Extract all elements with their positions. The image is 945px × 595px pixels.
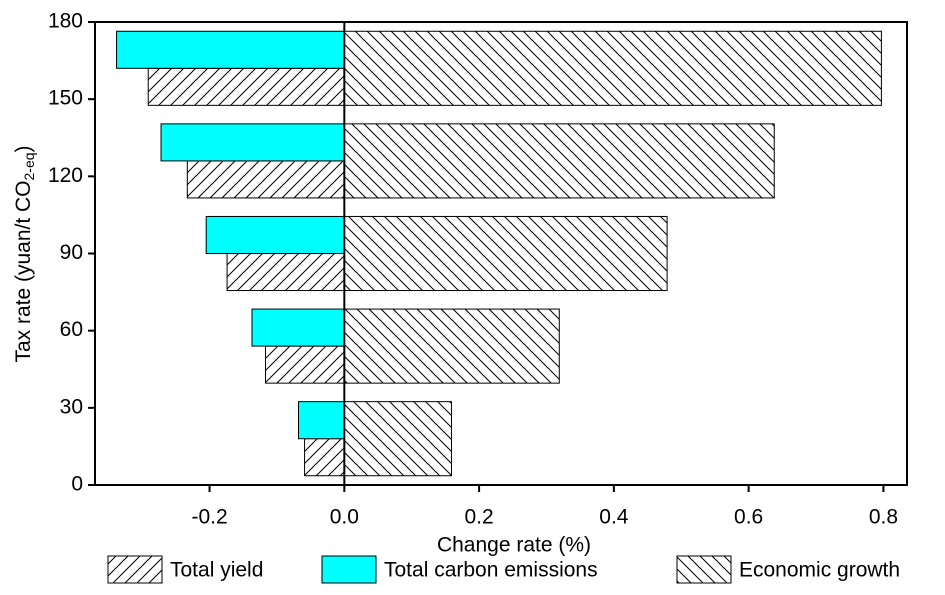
bar [343,215,668,292]
bar [264,345,345,384]
bar [160,123,345,162]
bar [186,160,345,199]
x-tick-label: 0.4 [599,506,629,529]
bar [343,30,882,106]
bar [343,401,452,477]
y-tick-label: 90 [60,241,83,264]
y-tick-label: 0 [71,473,83,496]
bar [251,308,345,347]
y-tick-label: 150 [48,87,83,110]
x-axis-label: Change rate (%) [437,534,591,557]
legend-swatch [107,555,163,584]
bar [226,253,345,292]
legend-swatch [676,555,732,584]
legend-swatch [321,555,377,584]
y-tick-label: 120 [48,164,83,187]
legend-label: Economic growth [739,559,900,582]
y-tick-label: 180 [48,10,83,33]
x-tick-label: 0.0 [330,506,359,529]
y-tick-label: 30 [60,395,83,418]
x-tick-label: 0.6 [734,506,763,529]
y-label-main: Tax rate (yuan/t CO [12,180,35,362]
legend-label: Total yield [170,559,263,582]
bar [205,215,345,255]
x-tick-label: -0.2 [191,506,227,529]
x-tick-label: 0.8 [869,506,898,529]
bar [343,308,560,384]
bar [298,401,345,440]
y-tick-label: 60 [60,318,83,341]
y-label-end: ) [12,145,35,152]
legend-label: Total carbon emissions [384,559,598,582]
bar [343,123,775,199]
y-label-sub: 2-eq [21,152,37,180]
bar [304,438,345,477]
y-axis-label: Tax rate (yuan/t CO2-eq) [12,145,37,362]
bar [147,67,345,106]
bar [116,30,345,69]
x-tick-label: 0.2 [464,506,493,529]
